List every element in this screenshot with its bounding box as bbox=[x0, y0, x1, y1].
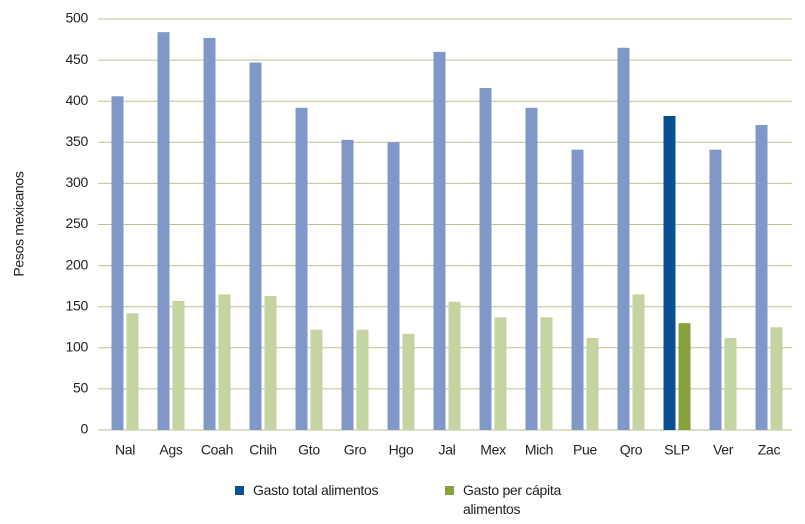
bar bbox=[494, 317, 507, 430]
bar bbox=[525, 107, 538, 430]
x-tick-label: Nal bbox=[115, 442, 135, 458]
bar bbox=[571, 149, 584, 430]
x-tick-label: Gro bbox=[344, 442, 367, 458]
legend-label: Gasto total alimentos bbox=[253, 482, 379, 498]
bar bbox=[755, 125, 768, 431]
bar bbox=[157, 32, 170, 430]
y-tick-label: 0 bbox=[81, 421, 89, 437]
bar bbox=[632, 294, 645, 430]
y-tick-label: 350 bbox=[66, 133, 89, 149]
bar bbox=[172, 300, 185, 430]
y-tick-label: 300 bbox=[66, 174, 89, 190]
x-tick-label: Zac bbox=[758, 442, 781, 458]
y-tick-label: 100 bbox=[66, 339, 89, 355]
bar bbox=[218, 294, 231, 430]
bar bbox=[356, 329, 369, 430]
x-tick-label: Coah bbox=[201, 442, 233, 458]
bar bbox=[341, 139, 354, 431]
x-tick-label: Ver bbox=[713, 442, 734, 458]
x-tick-label: Jal bbox=[439, 442, 456, 458]
legend-label: Gasto per cápita alimentos bbox=[463, 482, 561, 517]
y-tick-label: 50 bbox=[73, 380, 88, 396]
bar bbox=[310, 329, 323, 430]
x-tick-label: Hgo bbox=[389, 442, 414, 458]
y-tick-label: 450 bbox=[66, 51, 89, 67]
y-tick-label: 400 bbox=[66, 92, 89, 108]
bar bbox=[663, 115, 676, 430]
x-tick-label: SLP bbox=[664, 442, 690, 458]
y-axis-label: Pesos mexicanos bbox=[11, 171, 27, 277]
bar bbox=[586, 337, 599, 430]
legend-swatch bbox=[235, 486, 244, 495]
x-tick-label: Mich bbox=[525, 442, 553, 458]
legend-item: Gasto total alimentos bbox=[235, 481, 453, 500]
legend-swatch bbox=[445, 486, 454, 495]
bar bbox=[448, 301, 461, 430]
x-tick-label: Chih bbox=[249, 442, 277, 458]
x-tick-label: Qro bbox=[620, 442, 643, 458]
bar bbox=[203, 37, 216, 430]
bar bbox=[433, 51, 446, 430]
x-tick-label: Pue bbox=[573, 442, 598, 458]
y-tick-label: 500 bbox=[66, 10, 89, 26]
x-tick-label: Ags bbox=[159, 442, 183, 458]
bar bbox=[678, 323, 691, 430]
bar bbox=[387, 142, 400, 431]
x-tick-label: Mex bbox=[480, 442, 506, 458]
bar bbox=[617, 47, 630, 431]
bar bbox=[126, 313, 139, 430]
bar bbox=[724, 337, 737, 430]
bar bbox=[295, 107, 308, 430]
bar bbox=[249, 62, 262, 430]
bar bbox=[402, 333, 415, 430]
bar bbox=[770, 327, 783, 430]
bar bbox=[479, 88, 492, 430]
y-tick-label: 250 bbox=[66, 215, 89, 231]
bar bbox=[540, 317, 553, 430]
legend-item: Gasto per cápita alimentos bbox=[445, 481, 603, 519]
bar bbox=[264, 296, 277, 430]
x-tick-label: Gto bbox=[298, 442, 320, 458]
y-tick-label: 150 bbox=[66, 297, 89, 313]
bar bbox=[111, 96, 124, 430]
y-tick-label: 200 bbox=[66, 256, 89, 272]
bar bbox=[709, 149, 722, 430]
